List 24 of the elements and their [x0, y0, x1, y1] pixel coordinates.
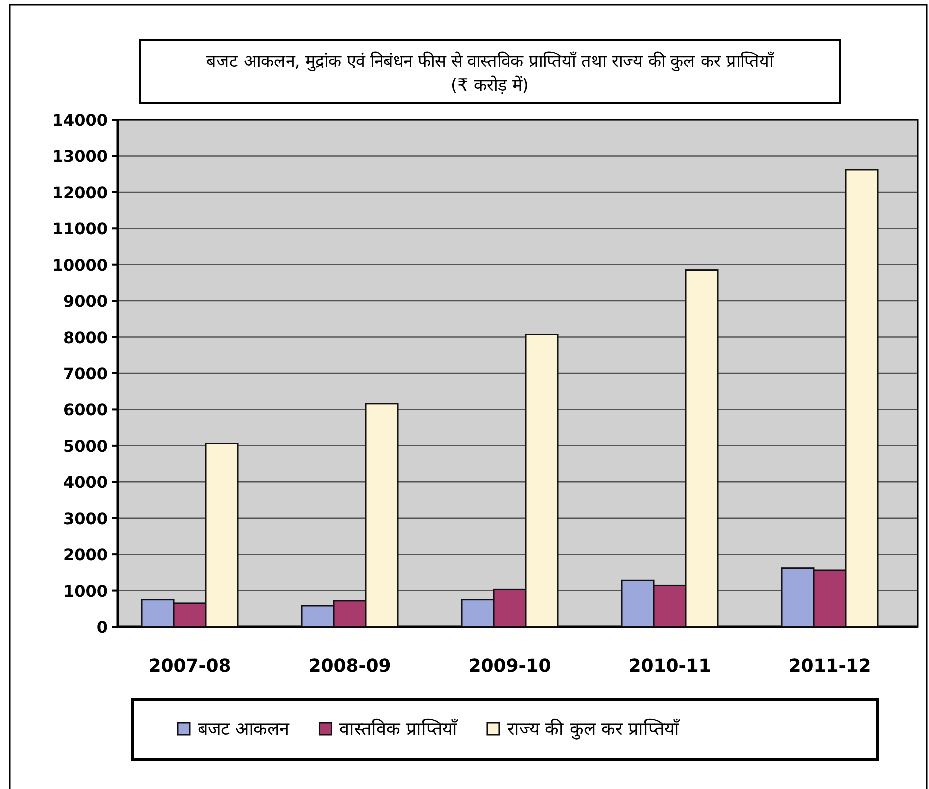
y-tick-label: 0 [96, 618, 108, 637]
y-tick-label: 7000 [63, 364, 108, 384]
x-tick-label: 2010-11 [628, 656, 712, 677]
y-tick-label: 13000 [52, 147, 108, 166]
y-tick-label: 1000 [63, 582, 108, 601]
y-tick-label: 2000 [63, 546, 108, 565]
y-tick-label: 12000 [52, 183, 108, 202]
legend-label: वास्तविक प्राप्तियाँ [340, 718, 458, 740]
x-tick-label: 2011-12 [788, 656, 872, 677]
x-tick-label: 2008-09 [308, 656, 392, 677]
y-tick-label: 6000 [63, 400, 108, 420]
y-tick-label: 8000 [63, 328, 108, 348]
legend-label: राज्य की कुल कर प्राप्तियाँ [507, 718, 680, 740]
x-tick-label: 2007-08 [148, 656, 232, 677]
y-tick-label: 3000 [63, 509, 108, 528]
y-tick-label: 14000 [52, 111, 108, 130]
chart-title: बजट आकलन, मुद्रांक एवं निबंधन फीस से वास्तविक प्राप्तियाँ तथा राज्य की कुल कर प्राप्तियाँ (₹ करोड़ में) [206, 51, 775, 96]
y-tick-label: 5000 [63, 436, 108, 456]
legend-label: बजट आकलन [198, 719, 291, 740]
x-tick-label: 2009-10 [468, 656, 552, 677]
y-tick-label: 11000 [52, 220, 108, 239]
y-tick-label: 10000 [52, 256, 108, 275]
y-tick-label: 9000 [63, 292, 108, 312]
y-tick-label: 4000 [63, 473, 108, 492]
